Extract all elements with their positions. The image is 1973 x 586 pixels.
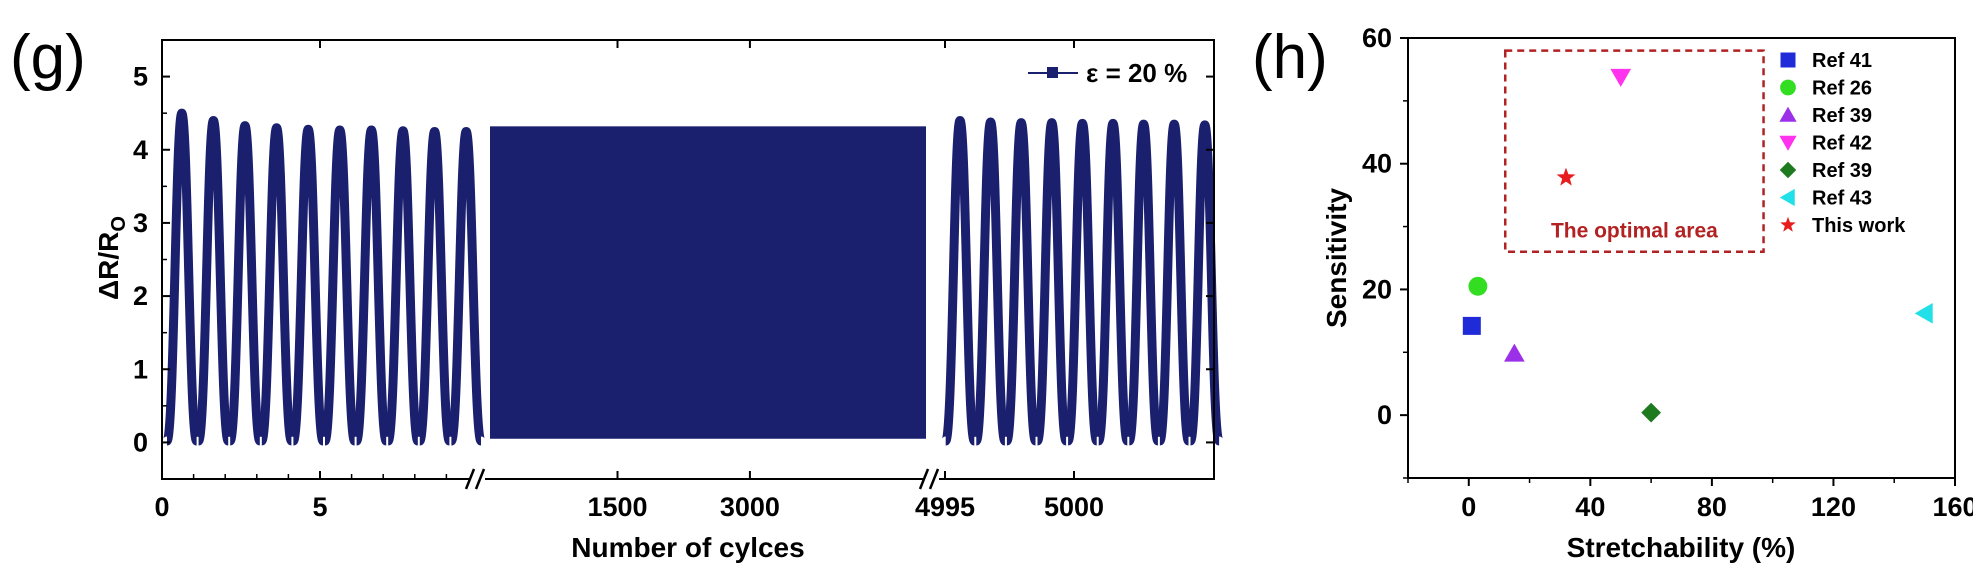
g-axis-break-mark xyxy=(474,468,486,490)
h-point-ref-39-4 xyxy=(1641,402,1662,423)
g-cycle-start-3 xyxy=(257,123,296,446)
g-middle-band xyxy=(490,126,926,439)
g-ytick-label: 0 xyxy=(133,427,148,457)
g-legend-marker xyxy=(1047,67,1058,78)
g-cycle-start-5 xyxy=(320,125,360,446)
h-plot-frame xyxy=(1407,37,1956,479)
h-optimal-area: The optimal area xyxy=(1503,49,1765,253)
h-legend: Ref 41 Ref 26 Ref 39 Ref 42 Ref 39 Ref 43 This… xyxy=(1779,50,1906,237)
h-point-ref-41-0 xyxy=(1462,316,1481,335)
h-ytick-label: 20 xyxy=(1362,274,1392,304)
g-cycle-end-1 xyxy=(971,117,1010,446)
g-cycle-end-3 xyxy=(1033,118,1071,446)
h-point-ref-42-3 xyxy=(1610,68,1632,87)
panel-label-g: (g) xyxy=(10,23,86,92)
h-ytick-label: 60 xyxy=(1362,23,1392,53)
h-legend-label-2: Ref 39 xyxy=(1812,105,1872,127)
g-axes: 0 1 2 3 4 5 0 5 1500 3000 4995 5000 xyxy=(133,39,1214,522)
g-cycle-start-7 xyxy=(383,126,423,446)
h-legend-marker-2 xyxy=(1779,106,1797,122)
h-y-axis-title: Sensitivity xyxy=(1321,188,1352,328)
h-x-axis-title: Stretchability (%) xyxy=(1567,532,1796,563)
g-ytick-label: 3 xyxy=(133,208,148,238)
g-cycle-start-2 xyxy=(225,121,265,446)
g-xtick-label: 0 xyxy=(154,492,169,522)
g-legend: ε = 20 % xyxy=(1028,58,1187,88)
h-legend-label-4: Ref 39 xyxy=(1812,160,1872,182)
g-axis-break-mark xyxy=(928,468,940,490)
h-legend-label-1: Ref 26 xyxy=(1812,78,1872,100)
h-optimal-area-label: The optimal area xyxy=(1551,220,1718,243)
h-legend-marker-0 xyxy=(1780,52,1796,68)
h-legend-label-5: Ref 43 xyxy=(1812,188,1872,210)
h-ytick-label: 40 xyxy=(1362,149,1392,179)
h-xtick-label: 40 xyxy=(1575,492,1605,522)
h-legend-marker-1 xyxy=(1780,79,1796,96)
g-axis-break-mark xyxy=(464,468,476,490)
h-legend-marker-5 xyxy=(1779,188,1795,207)
h-scatter-points xyxy=(1462,68,1933,423)
g-cycle-start-8 xyxy=(415,126,454,446)
g-ylabel-sub: O xyxy=(108,216,130,232)
g-ytick-label: 1 xyxy=(133,354,148,384)
g-xtick-label: 5000 xyxy=(1044,492,1104,522)
h-ytick-label: 0 xyxy=(1377,400,1392,430)
g-legend-label: ε = 20 % xyxy=(1086,58,1187,88)
g-ytick-label: 5 xyxy=(133,62,148,92)
g-x-axis-title: Number of cylces xyxy=(571,532,804,563)
h-point-this-work-6 xyxy=(1556,167,1576,186)
h-xtick-label: 0 xyxy=(1461,492,1476,522)
g-cycle-start-6 xyxy=(352,125,391,446)
g-y-axis-title: ΔR/RO xyxy=(93,216,130,300)
h-point-ref-26-1 xyxy=(1468,276,1488,296)
g-axis-break-mark xyxy=(918,468,930,490)
h-legend-marker-4 xyxy=(1779,161,1797,179)
g-ytick-label: 2 xyxy=(133,281,148,311)
g-xtick-label: 3000 xyxy=(720,492,780,522)
g-cycle-start-0 xyxy=(162,108,202,446)
h-point-ref-43-5 xyxy=(1914,302,1933,324)
g-cycle-end-2 xyxy=(1002,118,1040,446)
h-legend-marker-6 xyxy=(1780,216,1796,232)
g-cycle-start-4 xyxy=(288,124,328,446)
g-cycle-end-6 xyxy=(1124,119,1163,446)
h-legend-label-3: Ref 42 xyxy=(1812,133,1872,155)
g-cycle-end-7 xyxy=(1155,119,1193,446)
g-cycle-end-4 xyxy=(1063,118,1102,446)
g-xtick-label: 5 xyxy=(312,492,327,522)
g-plot-data xyxy=(162,108,1224,446)
h-axes: 0 40 80 120 160 0 20 40 60 xyxy=(1362,23,1973,522)
g-cycle-start-9 xyxy=(446,126,486,446)
g-cycle-start-1 xyxy=(194,115,233,446)
g-xtick-label: 1500 xyxy=(587,492,647,522)
g-ytick-label: 4 xyxy=(133,135,148,165)
g-ylabel-main: ΔR/R xyxy=(93,232,124,300)
h-xtick-label: 160 xyxy=(1932,492,1973,522)
panel-label-h: (h) xyxy=(1252,23,1328,92)
g-cycle-end-0 xyxy=(941,115,979,446)
g-xtick-label: 4995 xyxy=(915,492,975,522)
g-cycle-end-5 xyxy=(1094,118,1132,446)
h-point-ref-39-2 xyxy=(1504,343,1525,362)
h-xtick-label: 80 xyxy=(1697,492,1727,522)
h-legend-label-6: This work xyxy=(1812,215,1906,237)
h-xtick-label: 120 xyxy=(1811,492,1856,522)
h-legend-marker-3 xyxy=(1779,135,1797,151)
h-legend-label-0: Ref 41 xyxy=(1812,50,1872,72)
h-optimal-area-box xyxy=(1503,49,1765,253)
